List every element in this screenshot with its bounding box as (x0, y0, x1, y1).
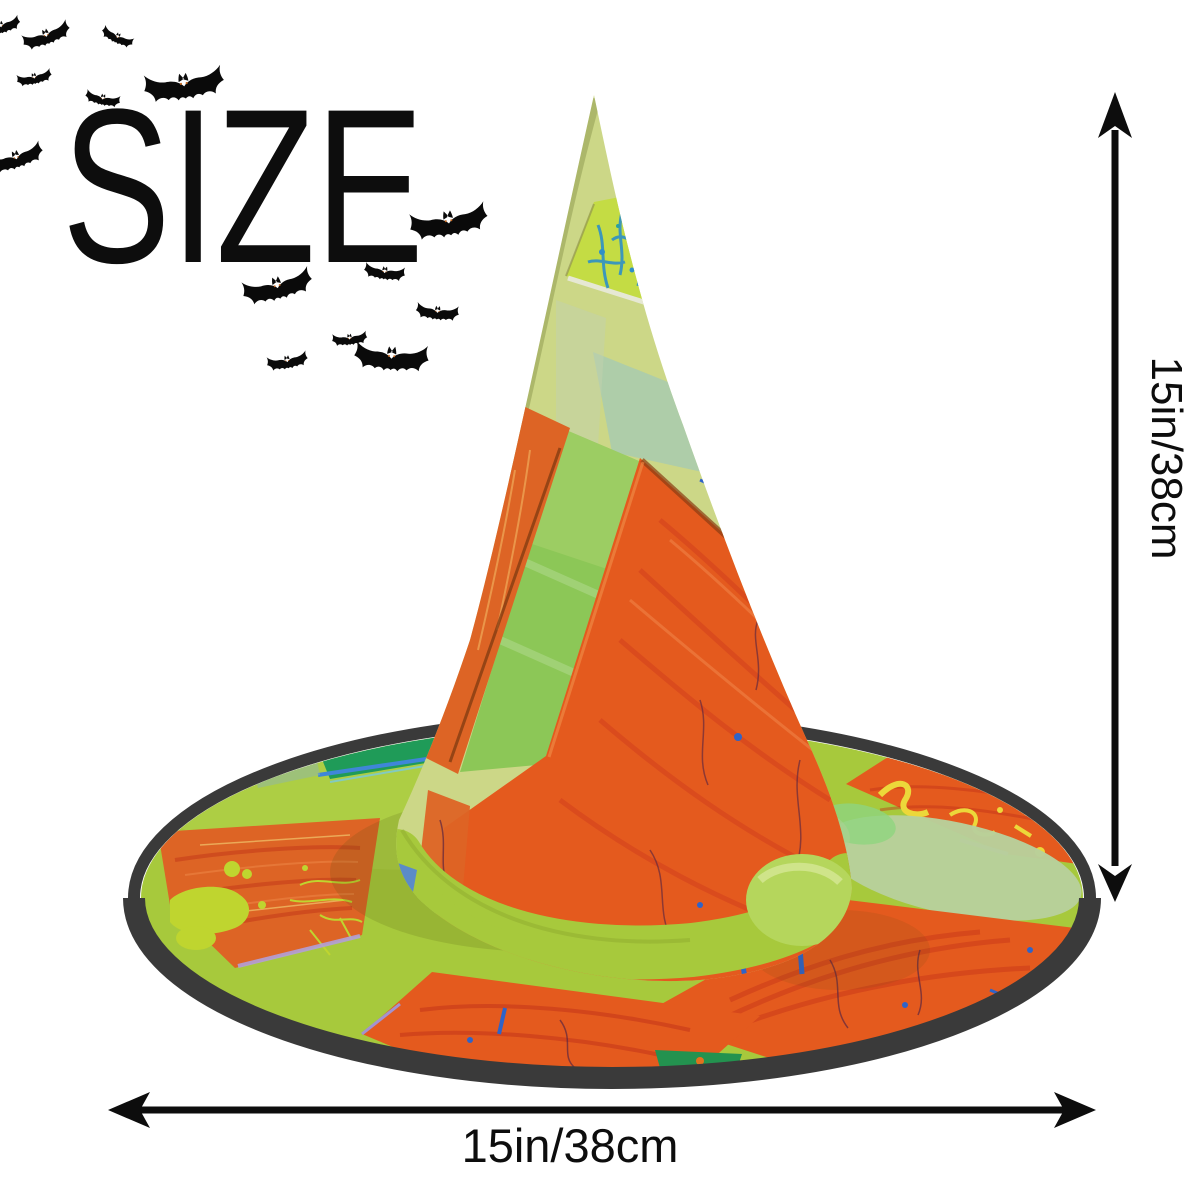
bat-icon (353, 340, 430, 374)
bat-icon (99, 24, 135, 50)
hat-cone (396, 95, 852, 982)
bat-icon (265, 350, 309, 373)
height-label: 15in/38cm (1142, 356, 1191, 559)
arrow-right-icon (1054, 1092, 1096, 1128)
height-dimension: 15in/38cm (1098, 92, 1191, 902)
bat-icon (331, 330, 368, 348)
arrow-left-icon (108, 1092, 150, 1128)
brim-plank-left (158, 818, 380, 968)
arrow-up-icon (1098, 92, 1132, 138)
width-label: 15in/38cm (462, 1119, 679, 1172)
bat-icon (0, 140, 46, 177)
bat-icon (0, 14, 22, 39)
size-heading: SIZE (62, 64, 424, 310)
bat-icon (15, 67, 53, 88)
cone-pattern (396, 96, 852, 982)
arrow-down-icon (1098, 864, 1132, 902)
brim-plank-bottom (361, 972, 760, 1071)
width-dimension: 15in/38cm (108, 1092, 1096, 1172)
bat-icon (20, 18, 73, 53)
